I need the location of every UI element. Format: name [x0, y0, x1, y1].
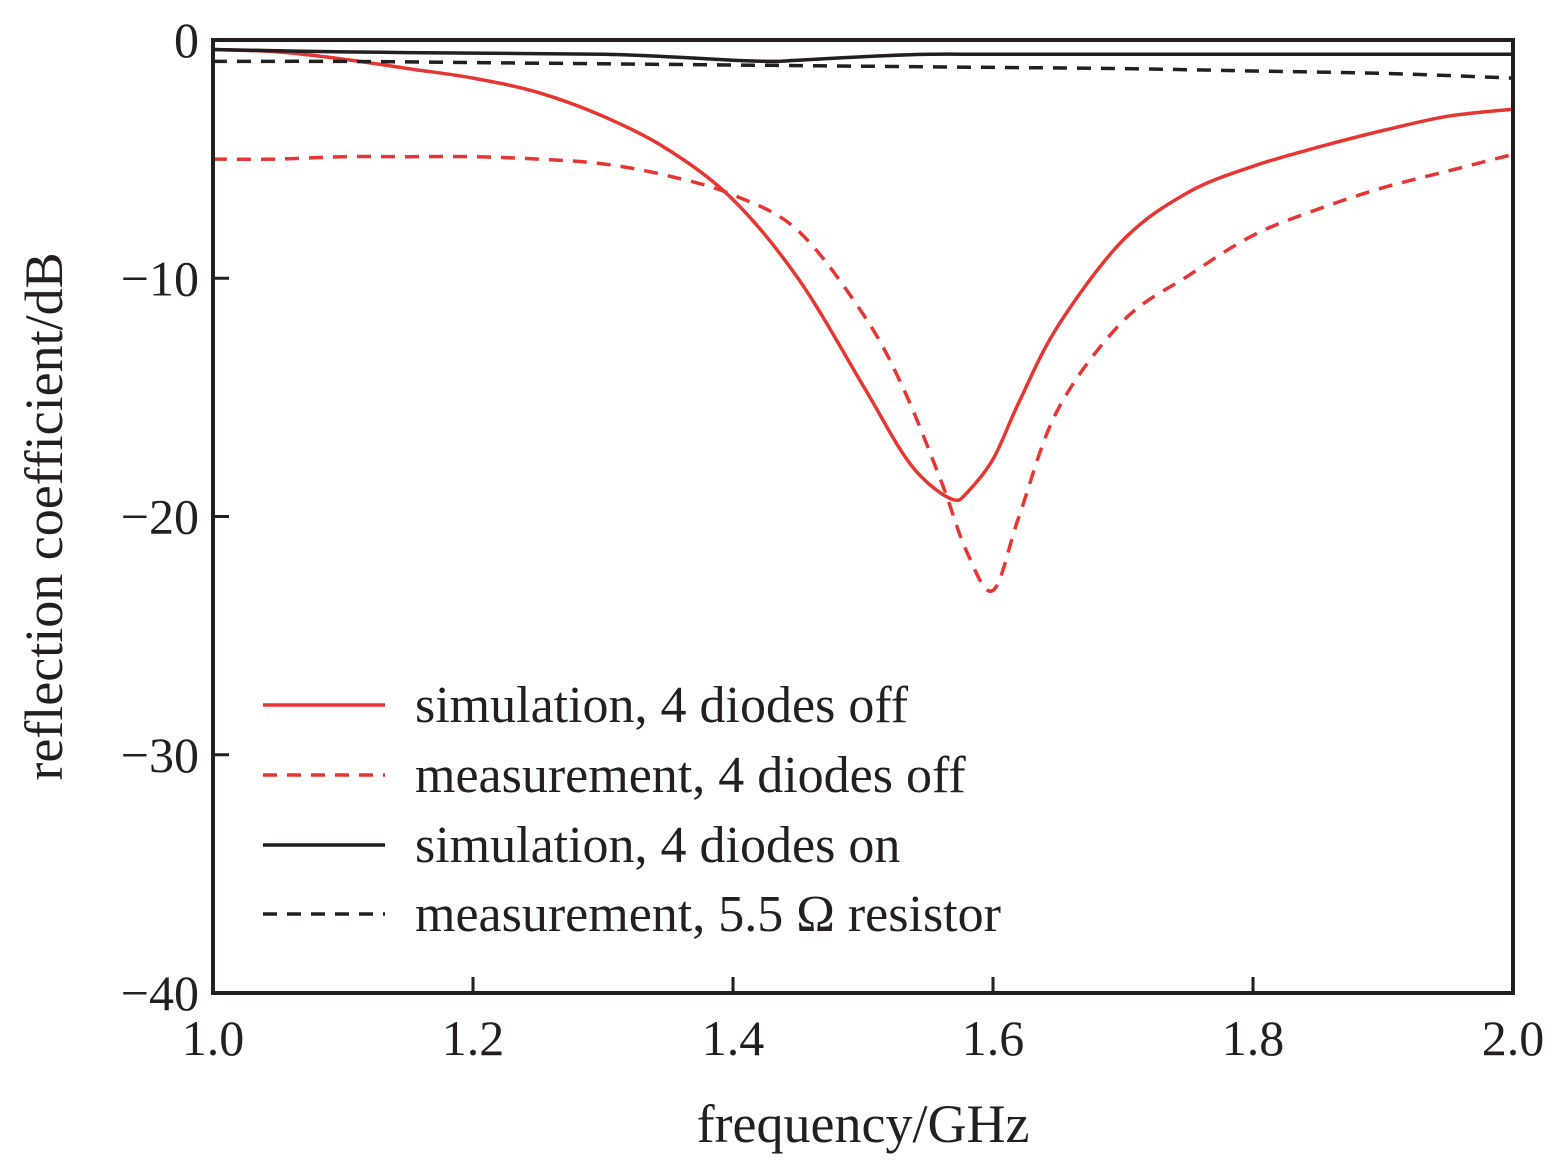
series-line-measurement-5-5-resistor — [212, 59, 1514, 80]
x-tick-label: 1.0 — [182, 1010, 245, 1066]
legend-label: measurement, 4 diodes off — [415, 747, 966, 804]
legend-label: simulation, 4 diodes off — [415, 677, 909, 734]
series-layer — [212, 47, 1514, 593]
y-tick-label: −10 — [121, 250, 199, 306]
x-tick-label: 1.2 — [442, 1010, 505, 1066]
series-line-measurement-4-diodes-off — [212, 152, 1514, 593]
series-line-simulation-4-diodes-on — [212, 47, 1513, 64]
x-tick-label: 1.4 — [702, 1010, 765, 1066]
y-tick-label: −20 — [121, 489, 199, 545]
x-tick-label: 1.8 — [1222, 1010, 1285, 1066]
legend-label: simulation, 4 diodes on — [415, 817, 900, 874]
series-line-simulation-4-diodes-off — [212, 47, 1514, 503]
x-tick-label: 1.6 — [962, 1010, 1025, 1066]
y-tick-label: 0 — [174, 12, 199, 68]
x-tick-label: 2.0 — [1482, 1010, 1545, 1066]
y-axis-title: reflection coefficient/dB — [14, 252, 74, 780]
legend-label: measurement, 5.5 Ω resistor — [415, 886, 1001, 943]
y-tick-label: −30 — [121, 727, 199, 783]
legend: simulation, 4 diodes off measurement, 4 d… — [263, 677, 1001, 943]
ticks-layer: 1.0 1.2 1.4 1.6 1.8 2.0 0 −10 −20 −30 −40 — [121, 12, 1544, 1066]
x-axis-title: frequency/GHz — [697, 1094, 1030, 1154]
y-tick-label: −40 — [121, 965, 199, 1021]
